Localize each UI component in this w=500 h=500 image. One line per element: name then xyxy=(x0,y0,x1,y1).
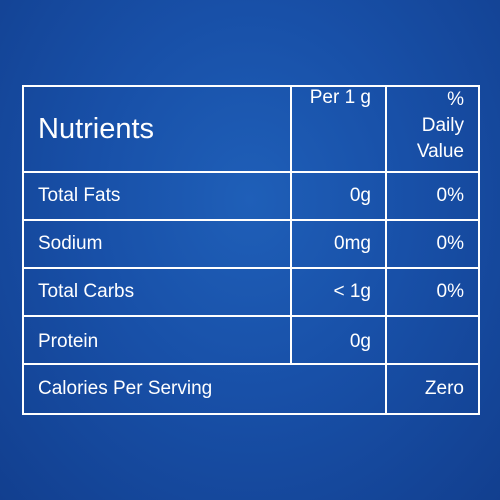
nutrient-amount: < 1g xyxy=(290,267,387,317)
nutrient-daily-value: 0% xyxy=(385,171,480,221)
daily-value-heading-line1: % Daily xyxy=(421,89,464,136)
table-row-protein: Protein 0g xyxy=(22,315,480,365)
table-row-total-fats: Total Fats 0g 0% xyxy=(22,171,480,221)
nutrient-daily-value: 0% xyxy=(385,267,480,317)
nutrient-amount: 0mg xyxy=(290,219,387,269)
table-header-row: Nutrients Per 1 g % Daily Value xyxy=(22,85,480,173)
nutrient-label: Protein xyxy=(22,315,292,365)
table-row-sodium: Sodium 0mg 0% xyxy=(22,219,480,269)
table-row-calories: Calories Per Serving Zero xyxy=(22,363,480,415)
nutrition-table: Nutrients Per 1 g % Daily Value Total Fa… xyxy=(22,85,480,415)
nutrient-label: Total Carbs xyxy=(22,267,292,317)
nutrient-label: Total Fats xyxy=(22,171,292,221)
daily-value-heading: % Daily Value xyxy=(385,85,480,173)
calories-value: Zero xyxy=(385,363,480,415)
nutrient-amount: 0g xyxy=(290,315,387,365)
nutrient-daily-value xyxy=(385,315,480,365)
table-row-total-carbs: Total Carbs < 1g 0% xyxy=(22,267,480,317)
nutrient-daily-value: 0% xyxy=(385,219,480,269)
nutrients-heading: Nutrients xyxy=(22,85,292,173)
per-gram-heading: Per 1 g xyxy=(290,85,387,173)
nutrient-label: Sodium xyxy=(22,219,292,269)
nutrient-amount: 0g xyxy=(290,171,387,221)
daily-value-heading-line2: Value xyxy=(416,141,464,162)
nutrition-facts-panel: Nutrients Per 1 g % Daily Value Total Fa… xyxy=(22,85,480,415)
calories-label: Calories Per Serving xyxy=(22,363,387,415)
